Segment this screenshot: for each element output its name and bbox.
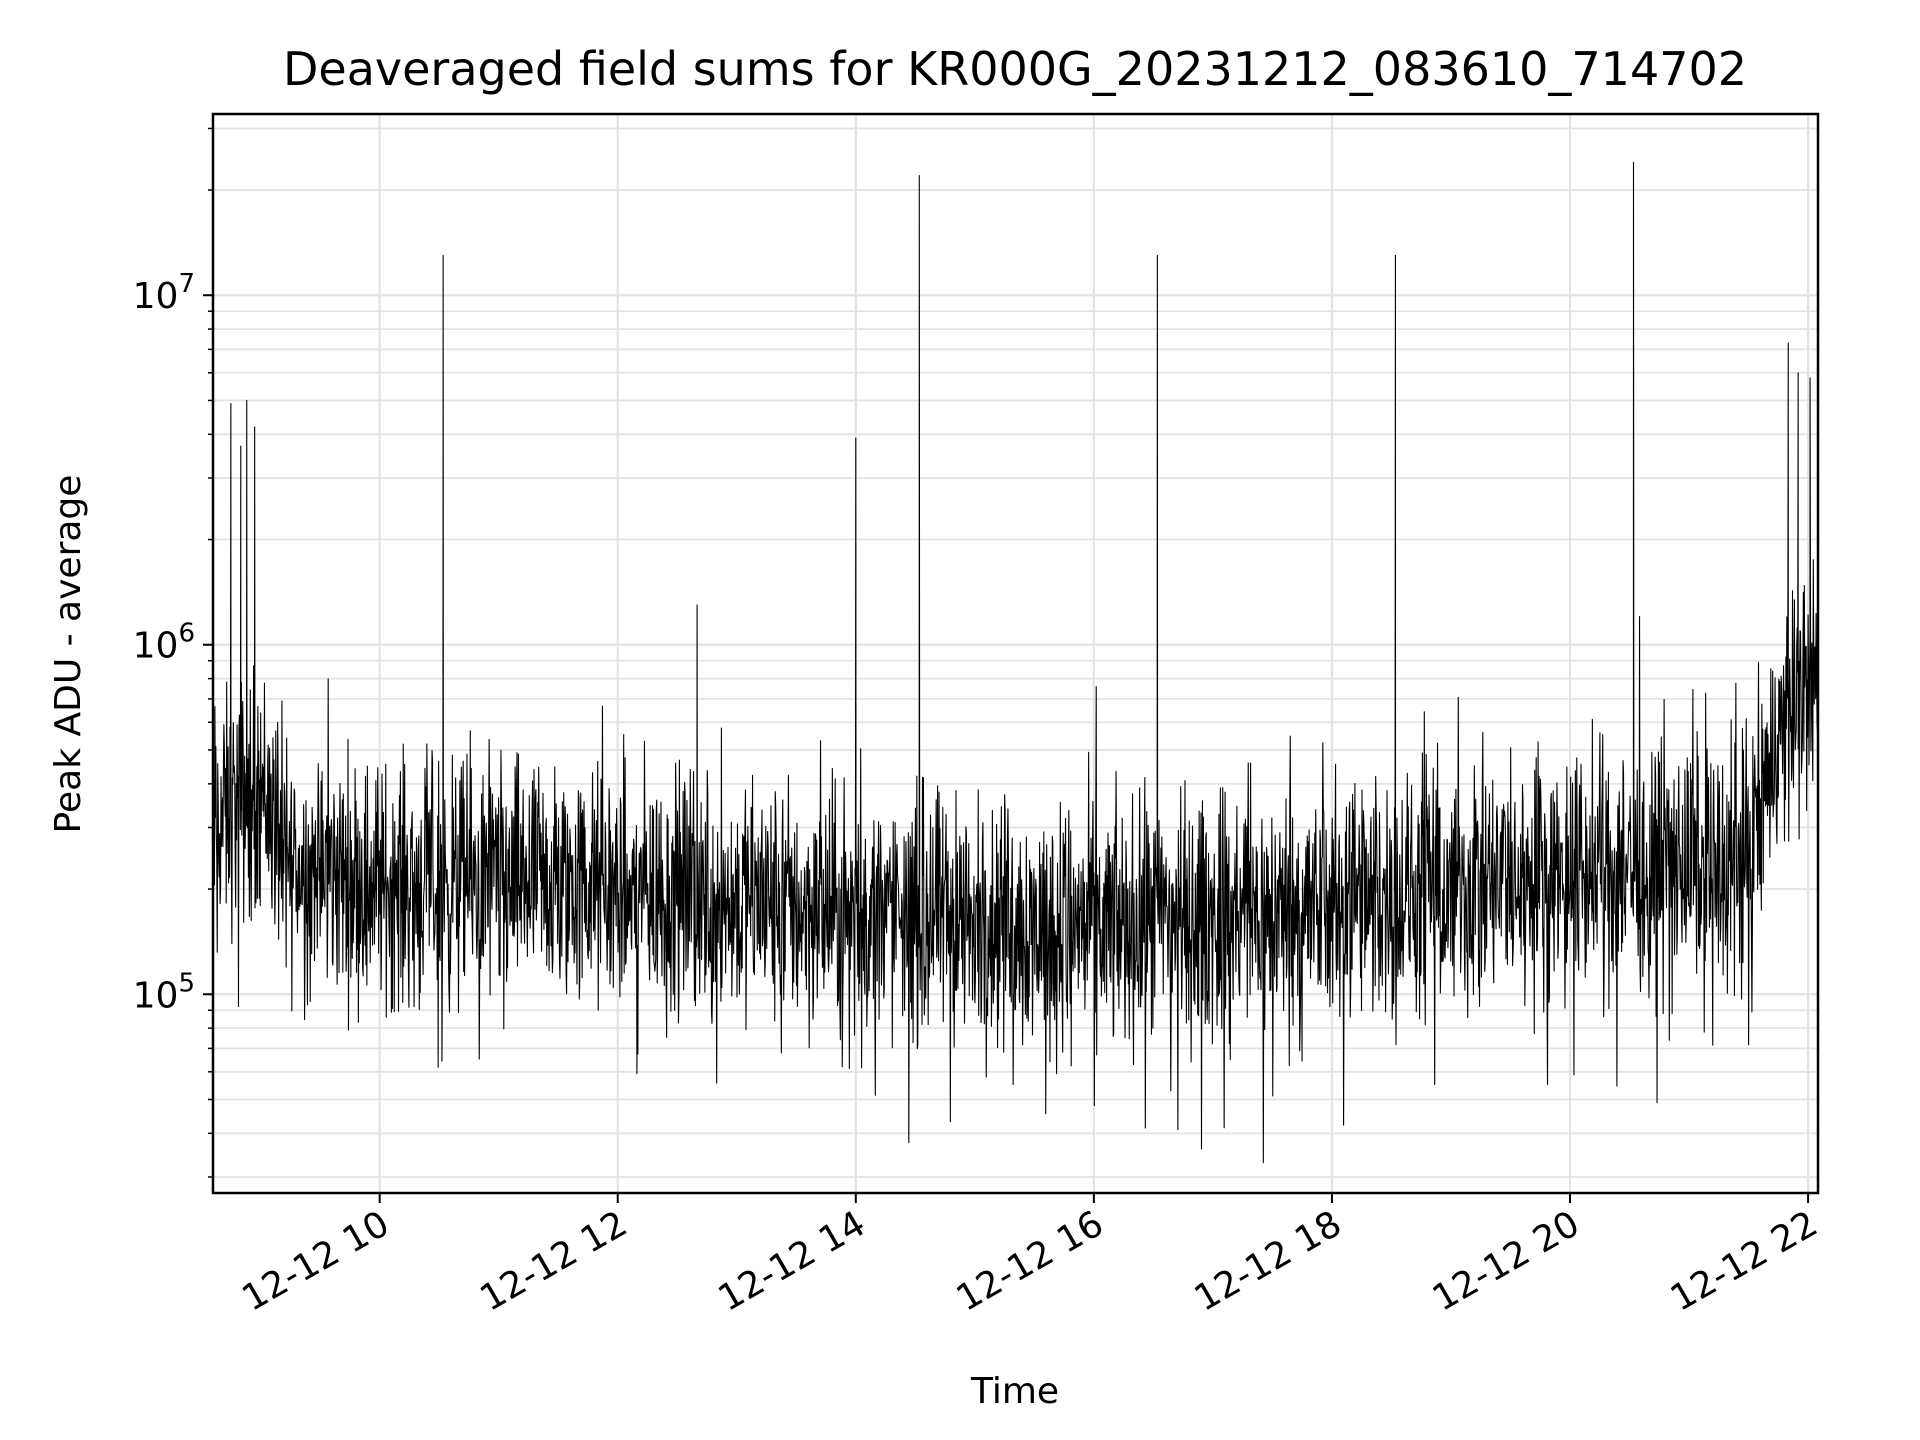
- x-axis-label: Time: [970, 1371, 1059, 1412]
- y-axis-label: Peak ADU - average: [48, 475, 89, 834]
- y-tick-label: 106: [133, 619, 195, 667]
- chart-title: Deaveraged field sums for KR000G_2023121…: [283, 42, 1747, 96]
- grid: [213, 114, 1818, 1193]
- y-ticks: 105 106 107: [133, 127, 213, 1178]
- plot-frame: [211, 112, 1820, 1195]
- y-tick-label: 107: [133, 269, 195, 317]
- series-line: [212, 161, 1819, 1164]
- y-tick-label: 105: [133, 968, 195, 1016]
